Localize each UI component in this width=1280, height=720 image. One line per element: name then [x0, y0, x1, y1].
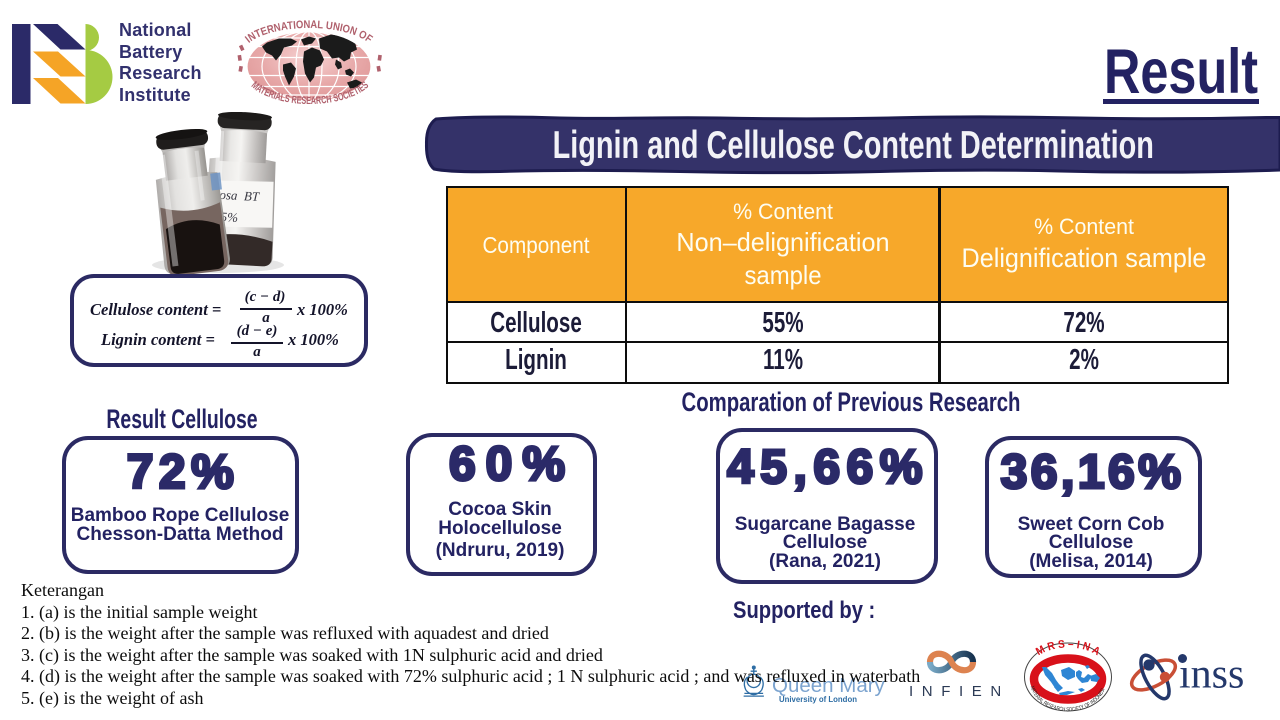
svg-text:INFIEN: INFIEN: [909, 683, 1006, 698]
svg-text:losa BT: losa BT: [215, 187, 260, 204]
svg-text:ınss: ınss: [1179, 651, 1244, 697]
svg-text:5%: 5%: [220, 209, 238, 225]
svg-text:Queen Mary: Queen Mary: [772, 674, 886, 697]
svg-text:University of London: University of London: [779, 695, 857, 704]
